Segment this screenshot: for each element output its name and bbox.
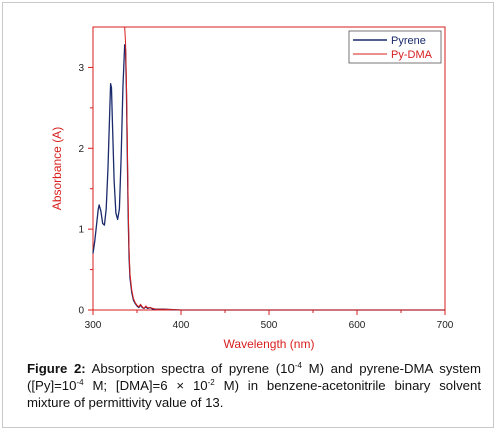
x-tick-label: 400	[173, 320, 190, 331]
series-group	[92, 26, 445, 311]
x-tick-label: 700	[437, 320, 454, 331]
plot-area	[92, 26, 446, 311]
x-axis-label: Wavelength (nm)	[224, 337, 315, 351]
series-line-py-dma	[122, 26, 445, 311]
legend-box	[348, 30, 442, 64]
y-tick-label: 3	[78, 63, 84, 74]
legend-label-py-dma: Py-DMA	[391, 49, 433, 61]
caption-label: Figure 2:	[27, 361, 86, 376]
caption-text-1: Absorption spectra of pyrene (10	[91, 361, 295, 376]
caption-text-3: M; [DMA]=6 × 10	[83, 378, 208, 393]
legend: Pyrene Py-DMA	[348, 30, 442, 64]
series-line-pyrene	[92, 44, 445, 311]
caption-sup-1: -4	[294, 361, 302, 370]
caption-sup-3: -2	[207, 378, 215, 387]
y-tick-label: 2	[78, 144, 84, 155]
figure-caption: Figure 2: Absorption spectra of pyrene (…	[27, 360, 481, 411]
absorption-chart: 300 400 500 600 700 0 1 2 3 Wavelength (nm) Abso…	[50, 26, 454, 351]
x-tick-label: 300	[85, 320, 102, 331]
legend-label-pyrene: Pyrene	[391, 35, 426, 47]
caption-text-4: M) in benzene-acetonitrile binary solven…	[27, 378, 482, 410]
y-tick-label: 1	[78, 225, 84, 236]
figure-frame: 300 400 500 600 700 0 1 2 3 Wavelength (nm) Abso…	[2, 2, 494, 428]
x-tick-label: 600	[349, 320, 366, 331]
axes-group	[92, 26, 446, 311]
caption-sup-2: -4	[76, 378, 84, 387]
y-tick-label: 0	[78, 306, 84, 317]
y-axis-label: Absorbance (A)	[50, 127, 64, 210]
ticks-group: 300 400 500 600 700 0 1 2 3	[78, 63, 453, 331]
x-tick-label: 500	[261, 320, 278, 331]
caption-text-2: M) and pyrene-DMA system ([Py]=10	[27, 361, 481, 393]
